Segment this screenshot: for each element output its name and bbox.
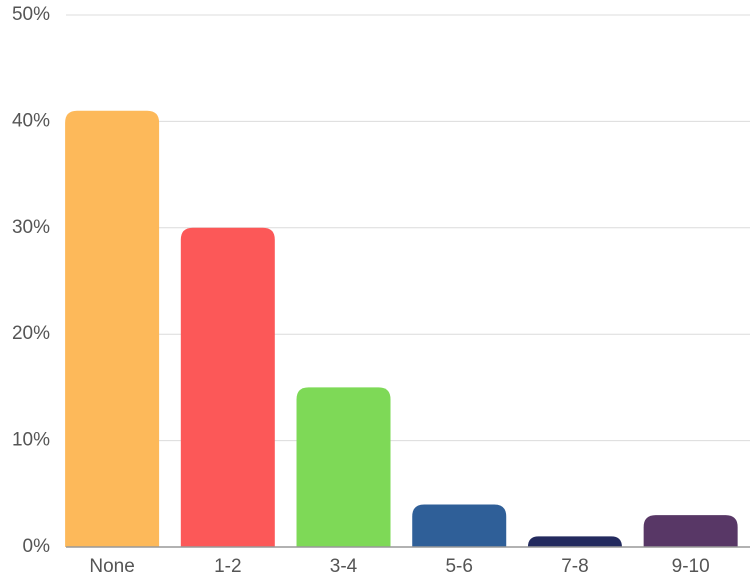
- y-tick-label: 10%: [12, 430, 50, 451]
- y-tick-label: 20%: [12, 323, 50, 344]
- bar: [65, 110, 160, 547]
- x-tick-label: 7-8: [561, 556, 588, 577]
- x-tick-label: None: [89, 556, 134, 577]
- x-tick-label: 5-6: [445, 556, 472, 577]
- bar: [180, 227, 275, 548]
- y-tick-label: 30%: [12, 217, 50, 238]
- bar: [643, 515, 738, 547]
- bar: [296, 387, 391, 547]
- bar: [527, 536, 622, 547]
- bar: [412, 504, 507, 547]
- x-tick-label: 9-10: [672, 556, 710, 577]
- x-tick-label: 3-4: [330, 556, 358, 577]
- y-tick-label: 40%: [12, 110, 50, 131]
- x-tick-label: 1-2: [214, 556, 241, 577]
- y-tick-label: 50%: [12, 4, 50, 25]
- y-tick-label: 0%: [23, 536, 51, 557]
